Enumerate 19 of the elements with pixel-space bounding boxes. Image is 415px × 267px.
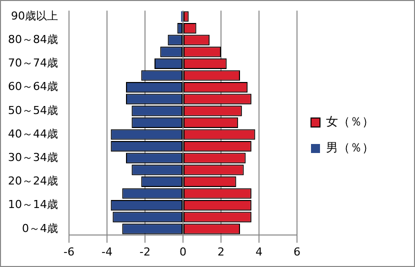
x-tick-label: 2 <box>218 245 224 258</box>
x-tick-label: -6 <box>64 245 74 258</box>
y-tick-label: 60～64歳 <box>8 80 58 94</box>
x-tick-label: 4 <box>256 245 262 258</box>
y-tick-label: 90歳以上 <box>10 9 58 22</box>
x-tick-label: -4 <box>102 245 112 258</box>
y-tick-label: 30～34歳 <box>8 150 58 164</box>
y-tick-label: 50～54歳 <box>8 104 58 117</box>
y-tick-label: 70～74歳 <box>8 56 58 70</box>
legend-label: 男（％） <box>326 140 374 155</box>
x-tick-label: 0 <box>179 245 186 258</box>
y-tick-label: 20～24歳 <box>8 174 58 188</box>
y-tick-label: 10～14歳 <box>8 198 58 212</box>
y-tick-label: 80～84歳 <box>8 32 58 46</box>
x-tick-label: 6 <box>294 245 300 258</box>
x-tick-label: -2 <box>140 245 150 258</box>
legend-label: 女（％） <box>326 114 374 129</box>
y-tick-label: 40～44歳 <box>8 127 58 140</box>
y-tick-label: 0～4歳 <box>22 222 58 235</box>
